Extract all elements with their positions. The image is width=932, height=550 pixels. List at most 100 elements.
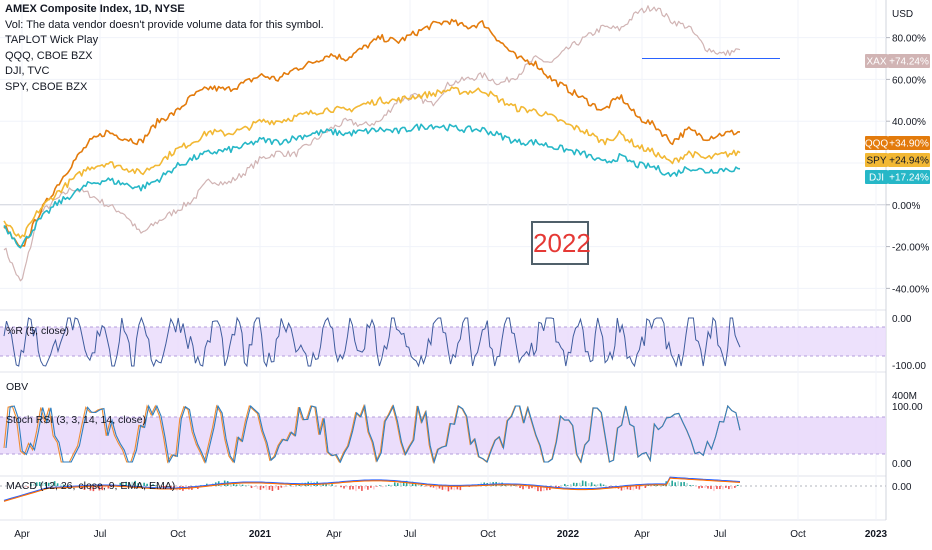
legend-spy: SPY, CBOE BZX — [5, 80, 88, 93]
macd-histogram-bar — [328, 484, 330, 486]
macd-histogram-bar — [435, 486, 438, 490]
macd-histogram-bar — [447, 486, 450, 492]
price-tag-name-xax: XAX — [866, 57, 886, 68]
x-tick-label: Apr — [14, 529, 30, 540]
macd-histogram-bar — [56, 483, 59, 486]
macd-histogram-bar — [325, 483, 327, 486]
macd-tick: 0.00 — [892, 482, 912, 493]
macd-histogram-bar — [265, 486, 268, 491]
macd-histogram-bar — [373, 486, 375, 490]
macd-histogram-bar — [340, 486, 342, 488]
price-tag-symbol-dji — [865, 170, 888, 184]
williams-label: %R (5, close) — [6, 325, 70, 337]
stoch-tick: 100.00 — [892, 402, 923, 413]
macd-histogram-bar — [35, 482, 38, 486]
macd-histogram-bar — [420, 484, 423, 486]
macd-histogram-bar — [167, 486, 169, 487]
price-tag-symbol-xax — [865, 54, 888, 68]
price-tag-value-bg-qqq — [888, 136, 930, 150]
macd-histogram-bar — [534, 486, 536, 490]
macd-histogram-bar — [399, 481, 402, 486]
macd-histogram-bar — [346, 486, 348, 488]
macd-histogram-bar — [725, 486, 727, 488]
legend-vol: Vol: The data vendor doesn't provide vol… — [5, 18, 324, 31]
macd-histogram-bar — [152, 484, 154, 486]
macd-histogram-bar — [569, 484, 572, 486]
macd-histogram-bar — [635, 486, 638, 489]
williams-tick: 0.00 — [892, 314, 912, 325]
y-tick-label: -40.00% — [892, 284, 929, 295]
macd-histogram-bar — [731, 486, 733, 489]
macd-histogram-bar — [686, 482, 688, 486]
macd-histogram-bar — [584, 481, 587, 486]
series-line-dji — [3, 123, 741, 249]
macd-histogram-bar — [125, 481, 128, 486]
price-tag-value-bg-xax — [888, 54, 930, 68]
y-tick-label: 60.00% — [892, 75, 926, 86]
macd-histogram-bar — [235, 484, 238, 486]
macd-histogram-bar — [716, 486, 718, 489]
macd-histogram-bar — [143, 482, 145, 486]
x-tick-label: Apr — [634, 529, 650, 540]
macd-histogram-bar — [558, 486, 560, 488]
price-tag-value-bg-spy — [888, 153, 930, 167]
currency-label: USD — [892, 9, 913, 20]
macd-histogram-bar — [149, 483, 151, 486]
macd-histogram-bar — [692, 485, 694, 486]
macd-histogram-bar — [528, 486, 530, 489]
macd-histogram-bar — [128, 482, 131, 486]
macd-histogram-bar — [38, 481, 41, 486]
macd-histogram-bar — [370, 486, 372, 488]
macd-histogram-bar — [59, 484, 62, 486]
macd-histogram-bar — [256, 486, 259, 489]
macd-histogram-bar — [387, 484, 390, 486]
series-lines — [3, 5, 780, 282]
macd-histogram-bar — [331, 484, 333, 486]
macd-histogram-bar — [677, 481, 679, 486]
macd-histogram-bar — [122, 482, 125, 486]
macd-histogram-bar — [414, 483, 417, 486]
macd-histogram-bar — [358, 486, 360, 489]
macd-histogram-bar — [522, 486, 524, 490]
stoch-label: Stoch RSI (3, 3, 14, 14, close) — [6, 414, 147, 426]
macd-histogram-bar — [89, 486, 92, 491]
macd-histogram-bar — [104, 486, 107, 488]
macd-histogram-bar — [734, 486, 736, 488]
macd-histogram-bar — [450, 486, 453, 490]
price-tag-name-dji: DJI — [869, 173, 884, 184]
macd-histogram-bar — [540, 486, 542, 492]
x-tick-label: Jul — [404, 529, 417, 540]
macd-histogram-bar — [47, 482, 50, 486]
macd-histogram-bar — [146, 483, 148, 486]
macd-histogram-bar — [626, 486, 629, 490]
macd-histogram-bar — [376, 486, 378, 487]
macd-histogram-bar — [364, 486, 366, 489]
price-tag-symbol-qqq — [865, 136, 888, 150]
macd-histogram-bar — [671, 480, 673, 486]
macd-label: MACD (12, 26, close, 9, EMA, EMA) — [6, 480, 176, 492]
macd-histogram-bar — [719, 486, 721, 490]
macd-histogram-bar — [26, 486, 29, 487]
macd-histogram-bar — [131, 481, 133, 486]
macd-histogram-bar — [590, 482, 593, 486]
macd-histogram-bar — [382, 486, 384, 488]
macd-histogram-bar — [259, 486, 262, 490]
macd-histogram-bar — [563, 483, 566, 486]
macd-histogram-bar — [140, 483, 142, 486]
macd-histogram-bar — [367, 486, 369, 490]
macd-histogram-bar — [137, 483, 139, 486]
macd-histogram-bar — [641, 486, 644, 487]
macd-histogram-bar — [292, 486, 295, 488]
legend-title: AMEX Composite Index, 1D, NYSE — [5, 3, 185, 15]
macd-histogram-bar — [134, 480, 136, 486]
obv-tick: 400M — [892, 391, 917, 402]
x-tick-label: Jul — [94, 529, 107, 540]
macd-histogram-bar — [247, 484, 250, 486]
macd-histogram-bar — [441, 486, 444, 490]
macd-histogram-bar — [53, 481, 56, 486]
macd-histogram-bar — [86, 486, 89, 489]
macd-histogram-bar — [119, 482, 122, 486]
macd-histogram-bar — [525, 486, 527, 488]
macd-histogram-bar — [173, 486, 175, 489]
